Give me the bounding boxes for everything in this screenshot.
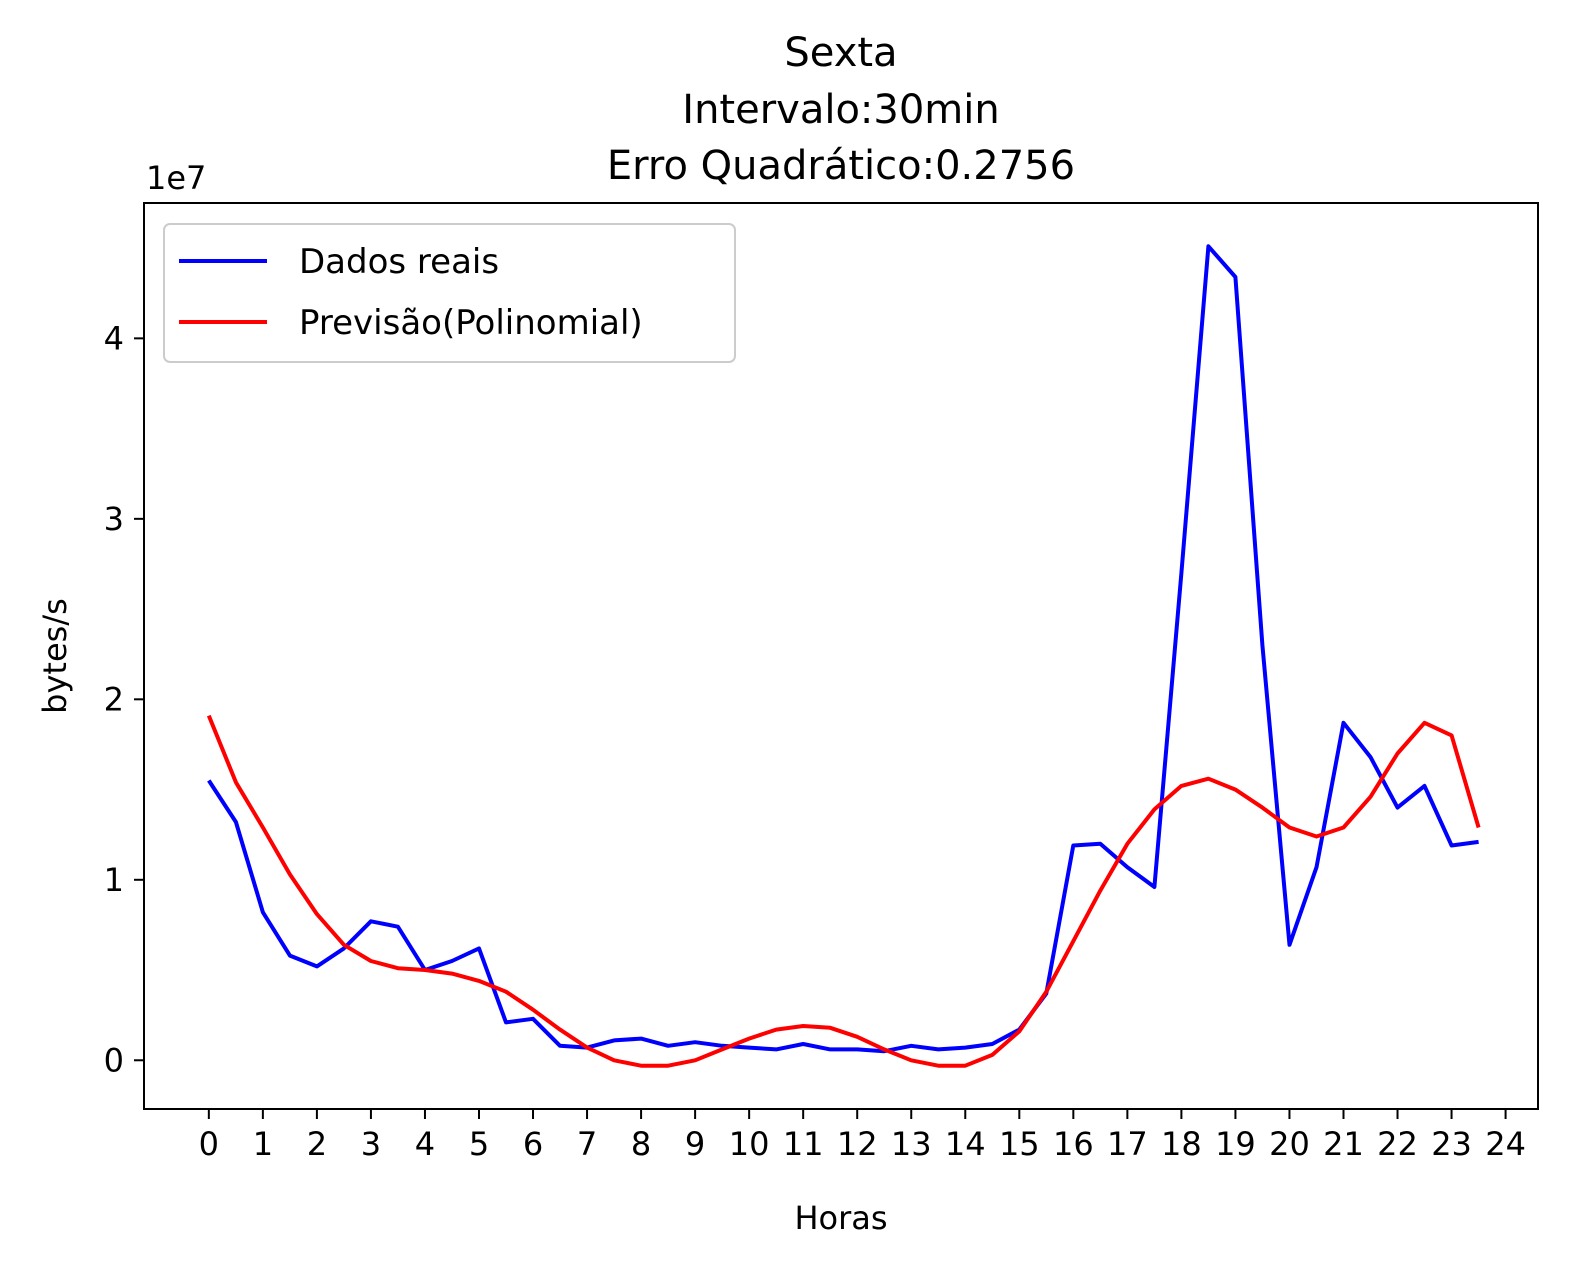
- y-tick-label: 0: [104, 1041, 124, 1079]
- x-tick-label: 21: [1323, 1125, 1364, 1163]
- y-axis-ticks: 0 1 2 3 4: [104, 319, 144, 1079]
- series-layer: [206, 244, 1481, 1068]
- x-tick-label: 9: [685, 1125, 705, 1163]
- x-tick-label: 19: [1215, 1125, 1256, 1163]
- x-tick-label: 13: [891, 1125, 932, 1163]
- x-axis-ticks: 0 1 2 3 4 5 6 7 8 9 10 11 12 13 14 15 16 17 18 19 20 21 22 23 24: [199, 1109, 1526, 1163]
- x-tick-label: 14: [945, 1125, 986, 1163]
- x-tick-label: 3: [361, 1125, 381, 1163]
- x-tick-label: 4: [415, 1125, 435, 1163]
- x-tick-label: 12: [837, 1125, 878, 1163]
- x-tick-label: 7: [577, 1125, 597, 1163]
- chart-title: Sexta Intervalo:30min Erro Quadrático:0.…: [607, 30, 1075, 189]
- chart-title-line-3: Erro Quadrático:0.2756: [607, 143, 1075, 189]
- x-tick-label: 24: [1485, 1125, 1526, 1163]
- x-tick-label: 1: [253, 1125, 273, 1163]
- chart-title-line-2: Intervalo:30min: [682, 87, 999, 133]
- x-tick-label: 20: [1269, 1125, 1310, 1163]
- y-tick-label: 2: [104, 680, 124, 718]
- x-tick-label: 17: [1107, 1125, 1148, 1163]
- y-tick-label: 1: [104, 861, 124, 899]
- x-tick-label: 18: [1161, 1125, 1202, 1163]
- x-axis-label: Horas: [794, 1199, 887, 1237]
- legend-label-dados-reais: Dados reais: [299, 242, 499, 282]
- x-tick-label: 10: [729, 1125, 770, 1163]
- x-tick-label: 5: [469, 1125, 489, 1163]
- x-tick-label: 23: [1431, 1125, 1472, 1163]
- chart-title-line-1: Sexta: [784, 30, 897, 76]
- x-tick-label: 0: [199, 1125, 219, 1163]
- legend: Dados reais Previsão(Polinomial): [163, 223, 736, 363]
- legend-label-previsao: Previsão(Polinomial): [299, 303, 643, 343]
- x-tick-label: 11: [783, 1125, 824, 1163]
- x-tick-label: 2: [307, 1125, 327, 1163]
- plot-frame: [143, 202, 1539, 1110]
- y-axis-offset-label: 1e7: [146, 159, 206, 197]
- series-line-previsao-polinomial: [206, 714, 1481, 1068]
- x-tick-label: 22: [1377, 1125, 1418, 1163]
- x-tick-label: 16: [1053, 1125, 1094, 1163]
- x-tick-label: 15: [999, 1125, 1040, 1163]
- legend-box: [163, 223, 736, 363]
- y-tick-label: 3: [104, 500, 124, 538]
- series-line-dados-reais: [207, 244, 1479, 1054]
- x-tick-label: 8: [631, 1125, 651, 1163]
- y-tick-label: 4: [104, 319, 124, 357]
- y-axis-label: bytes/s: [36, 598, 74, 714]
- x-tick-label: 6: [523, 1125, 543, 1163]
